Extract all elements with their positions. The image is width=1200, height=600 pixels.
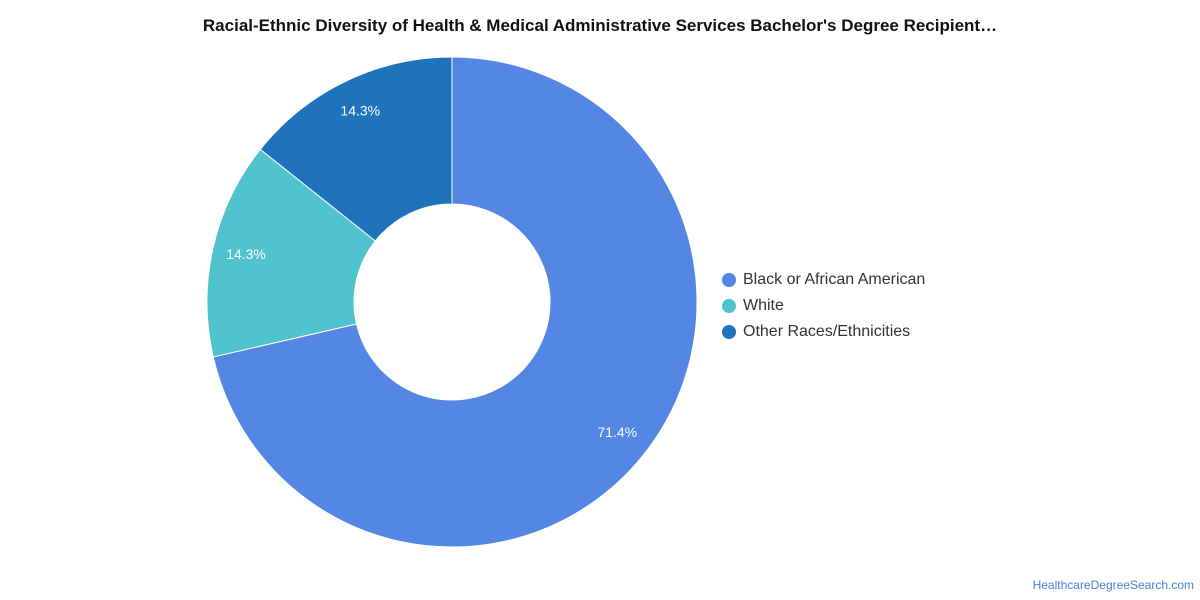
legend-item[interactable]: White — [722, 293, 925, 319]
legend-label: Black or African American — [743, 271, 926, 288]
slice-label: 14.3% — [226, 246, 266, 262]
slice-black-or-african-american[interactable] — [212, 56, 698, 548]
slice-white[interactable] — [206, 148, 377, 358]
legend-label: Other Races/Ethnicities — [743, 323, 911, 340]
slice-label: 71.4% — [597, 424, 637, 440]
source-link[interactable]: HealthcareDegreeSearch.com — [1032, 578, 1194, 592]
legend-item[interactable]: Other Races/Ethnicities — [722, 319, 925, 345]
legend-swatch — [722, 273, 736, 287]
legend-swatch — [722, 325, 736, 339]
slice-label: 14.3% — [340, 102, 380, 118]
legend-item[interactable]: Black or African American — [722, 267, 925, 293]
slice-other-races-ethnicities[interactable] — [259, 56, 453, 242]
legend-label: White — [743, 297, 784, 314]
chart-title: Racial-Ethnic Diversity of Health & Medi… — [202, 16, 998, 35]
legend-swatch — [722, 299, 736, 313]
legend: Black or African American White Other Race… — [722, 267, 925, 345]
